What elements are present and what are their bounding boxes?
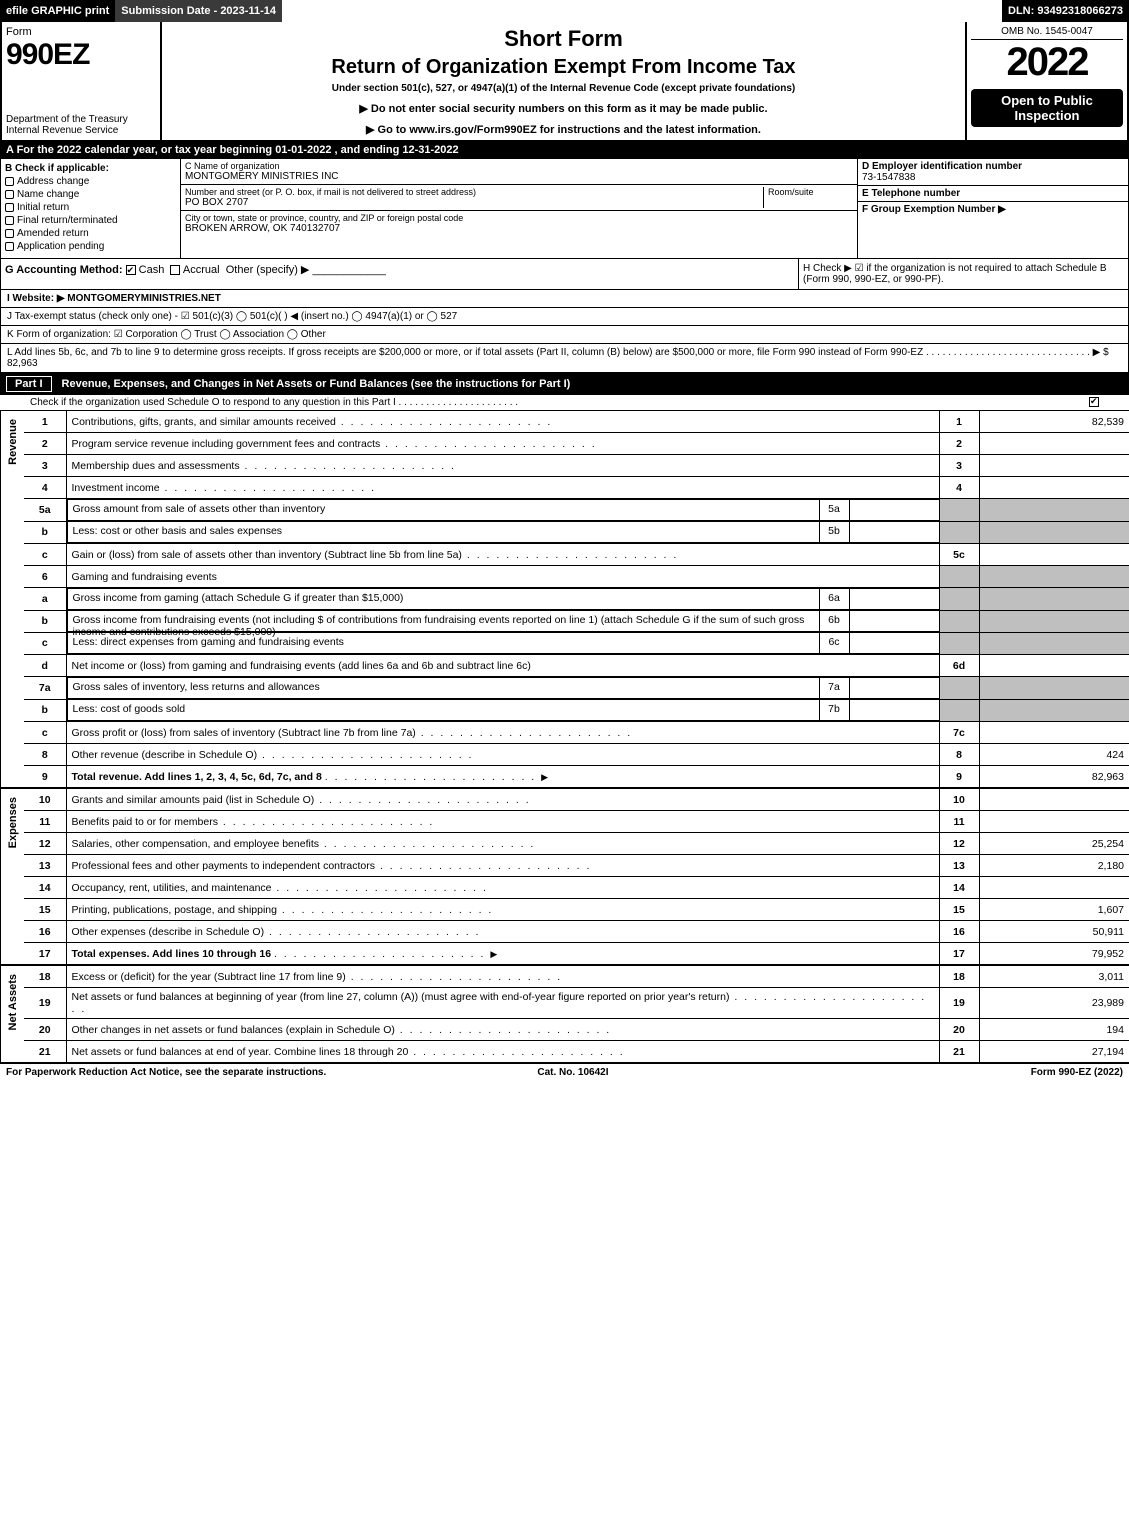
street-label: Number and street (or P. O. box, if mail…: [185, 187, 763, 197]
form-header: Form 990EZ Department of the Treasury In…: [0, 22, 1129, 142]
part1-header: Part I Revenue, Expenses, and Changes in…: [0, 373, 1129, 395]
netassets-section: Net Assets 18Excess or (deficit) for the…: [0, 965, 1129, 1063]
tel-block: E Telephone number: [858, 186, 1128, 202]
city-block: City or town, state or province, country…: [181, 211, 857, 236]
return-title: Return of Organization Exempt From Incom…: [170, 56, 957, 79]
part1-label: Part I: [6, 376, 52, 392]
dept-label: Department of the Treasury Internal Reve…: [6, 114, 156, 136]
header-right: OMB No. 1545-0047 2022 Open to Public In…: [967, 22, 1127, 140]
website[interactable]: I Website: ▶ MONTGOMERYMINISTRIES.NET: [7, 293, 221, 304]
goto-link[interactable]: ▶ Go to www.irs.gov/Form990EZ for instru…: [170, 123, 957, 136]
grp-block: F Group Exemption Number ▶: [858, 202, 1128, 217]
col-d: D Employer identification number 73-1547…: [858, 159, 1128, 258]
under-section: Under section 501(c), 527, or 4947(a)(1)…: [170, 83, 957, 94]
chk-initial[interactable]: Initial return: [5, 202, 176, 213]
c-name-label: C Name of organization: [185, 161, 853, 171]
row-g-h: G Accounting Method: Cash Accrual Other …: [0, 259, 1129, 290]
header-left: Form 990EZ Department of the Treasury In…: [2, 22, 162, 140]
line-l: L Add lines 5b, 6c, and 7b to line 9 to …: [0, 344, 1129, 373]
org-name-block: C Name of organization MONTGOMERY MINIST…: [181, 159, 857, 185]
chk-pending[interactable]: Application pending: [5, 241, 176, 252]
city-label: City or town, state or province, country…: [185, 213, 853, 223]
line-j: J Tax-exempt status (check only one) - ☑…: [0, 308, 1129, 326]
street: PO BOX 2707: [185, 197, 763, 208]
line-k: K Form of organization: ☑ Corporation ◯ …: [0, 326, 1129, 344]
omb-number: OMB No. 1545-0047: [971, 26, 1123, 40]
street-block: Number and street (or P. O. box, if mail…: [181, 185, 857, 211]
netassets-side-label: Net Assets: [0, 965, 24, 1063]
tax-year: 2022: [1007, 40, 1088, 85]
chk-cash[interactable]: [126, 265, 136, 275]
header-center: Short Form Return of Organization Exempt…: [162, 22, 967, 140]
form-number: 990EZ: [6, 38, 156, 72]
gross-receipts: 82,963: [7, 358, 38, 369]
top-bar: efile GRAPHIC print Submission Date - 20…: [0, 0, 1129, 22]
line-a: A For the 2022 calendar year, or tax yea…: [0, 142, 1129, 158]
chk-amended[interactable]: Amended return: [5, 228, 176, 239]
org-name: MONTGOMERY MINISTRIES INC: [185, 171, 853, 182]
ein: 73-1547838: [862, 172, 915, 183]
short-form: Short Form: [170, 26, 957, 52]
line-h: H Check ▶ ☑ if the organization is not r…: [798, 259, 1128, 289]
part1-checknote: Check if the organization used Schedule …: [0, 395, 1129, 410]
revenue-section: Revenue 1Contributions, gifts, grants, a…: [0, 410, 1129, 788]
footer-mid: Cat. No. 10642I: [537, 1067, 608, 1078]
room-label: Room/suite: [768, 187, 853, 197]
grp-label: F Group Exemption Number ▶: [862, 204, 1006, 215]
chk-name[interactable]: Name change: [5, 189, 176, 200]
efile-label[interactable]: efile GRAPHIC print: [0, 0, 115, 22]
city: BROKEN ARROW, OK 740132707: [185, 223, 853, 234]
irs-link[interactable]: ▶ Go to www.irs.gov/Form990EZ for instru…: [366, 124, 761, 136]
open-public: Open to Public Inspection: [971, 89, 1123, 127]
revenue-table: 1Contributions, gifts, grants, and simil…: [24, 410, 1129, 788]
part1-title: Revenue, Expenses, and Changes in Net As…: [62, 378, 571, 390]
b-label: B Check if applicable:: [5, 163, 109, 174]
tel-label: E Telephone number: [862, 188, 960, 199]
expenses-side-label: Expenses: [0, 788, 24, 965]
chk-accrual[interactable]: [170, 265, 180, 275]
expenses-table: 10Grants and similar amounts paid (list …: [24, 788, 1129, 965]
submission-date: Submission Date - 2023-11-14: [115, 0, 282, 22]
dln: DLN: 93492318066273: [1002, 0, 1129, 22]
line-g: G Accounting Method: Cash Accrual Other …: [1, 259, 798, 289]
col-c: C Name of organization MONTGOMERY MINIST…: [181, 159, 858, 258]
expenses-section: Expenses 10Grants and similar amounts pa…: [0, 788, 1129, 965]
chk-address[interactable]: Address change: [5, 176, 176, 187]
netassets-table: 18Excess or (deficit) for the year (Subt…: [24, 965, 1129, 1063]
footer: For Paperwork Reduction Act Notice, see …: [0, 1063, 1129, 1081]
footer-right: Form 990-EZ (2022): [1031, 1067, 1123, 1078]
schedule-o-check[interactable]: [1089, 397, 1099, 408]
revenue-side-label: Revenue: [0, 410, 24, 788]
chk-final[interactable]: Final return/terminated: [5, 215, 176, 226]
footer-left: For Paperwork Reduction Act Notice, see …: [6, 1067, 326, 1078]
col-b: B Check if applicable: Address change Na…: [1, 159, 181, 258]
ein-block: D Employer identification number 73-1547…: [858, 159, 1128, 186]
ssn-note: ▶ Do not enter social security numbers o…: [170, 102, 957, 115]
form-word: Form: [6, 26, 156, 38]
block-bcd: B Check if applicable: Address change Na…: [0, 158, 1129, 259]
ein-label: D Employer identification number: [862, 161, 1022, 172]
line-i: I Website: ▶ MONTGOMERYMINISTRIES.NET: [0, 290, 1129, 308]
